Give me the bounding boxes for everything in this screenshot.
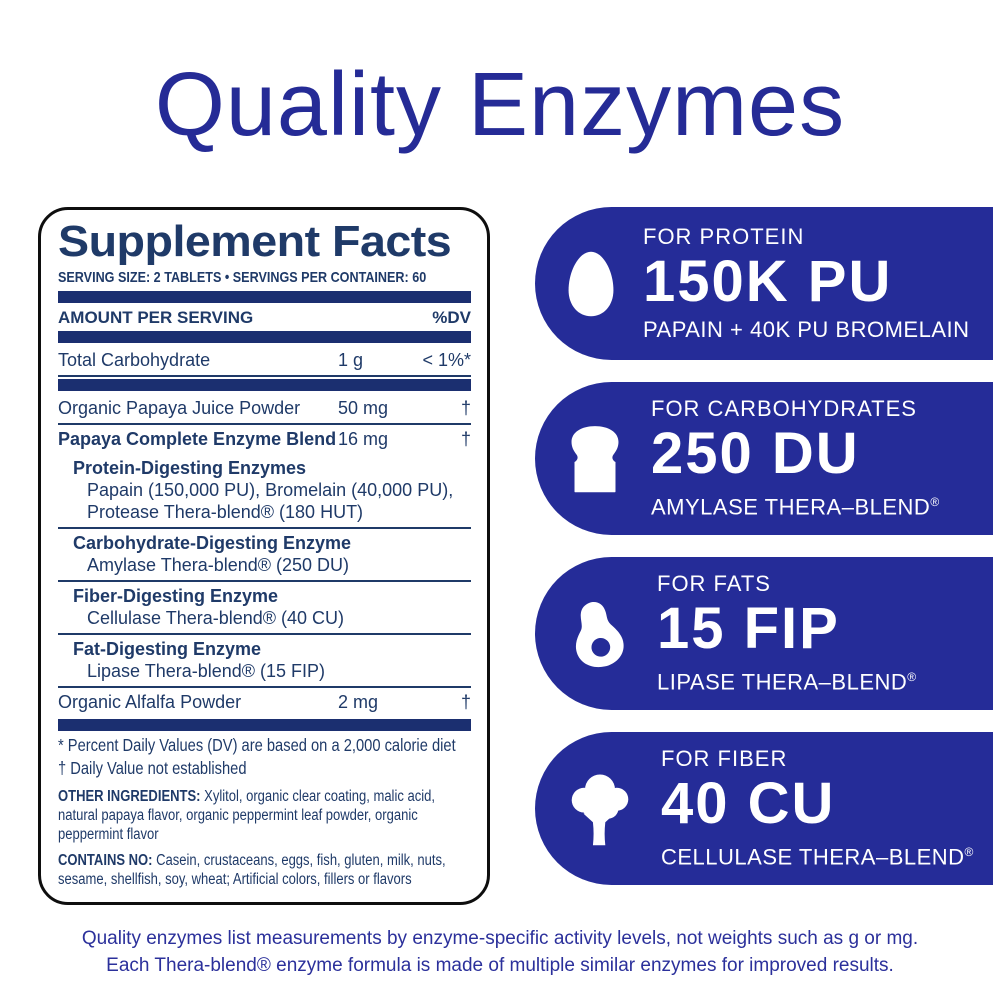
footnote-dv: * Percent Daily Values (DV) are based on… xyxy=(58,735,456,755)
supplement-facts-title: Supplement Facts xyxy=(58,217,452,266)
registered-mark: ® xyxy=(907,670,917,685)
divider-rule xyxy=(58,580,471,582)
table-header-row: AMOUNT PER SERVING %DV xyxy=(58,306,471,329)
badge-subtext-label: LIPASE THERA–BLEND xyxy=(657,669,908,695)
group-heading: Protein-Digesting Enzymes xyxy=(73,458,307,478)
group-line: Protease Thera-blend® (180 HUT) xyxy=(87,502,364,522)
table-row: Papaya Complete Enzyme Blend 16 mg † xyxy=(58,425,471,454)
page-title: Quality Enzymes xyxy=(154,55,846,155)
group-line: Cellulase Thera-blend® (40 CU) xyxy=(87,608,345,628)
nutrient-name: Papaya Complete Enzyme Blend xyxy=(58,429,337,449)
contains-no-label: CONTAINS NO: xyxy=(58,852,153,869)
nutrient-name: Organic Alfalfa Powder xyxy=(58,692,242,712)
other-ingredients-label: OTHER INGREDIENTS: xyxy=(58,788,201,805)
footer-line-1: Quality enzymes list measurements by enz… xyxy=(81,928,919,949)
divider-rule xyxy=(58,633,471,635)
table-row: Organic Papaya Juice Powder 50 mg † xyxy=(58,394,471,423)
table-row: Total Carbohydrate 1 g < 1%* xyxy=(58,346,471,375)
badge-subtext: CELLULASE THERA–BLEND® xyxy=(661,839,974,870)
nutrient-name: Organic Papaya Juice Powder xyxy=(58,398,301,418)
nutrient-dv: † xyxy=(460,398,471,418)
serving-size-line: SERVING SIZE: 2 TABLETS • SERVINGS PER C… xyxy=(58,269,427,286)
badge-text-block: FOR CARBOHYDRATES 250 DU AMYLASE THERA–B… xyxy=(651,396,940,520)
divider-rule xyxy=(58,423,471,425)
divider-rule xyxy=(58,686,471,688)
group-line: Amylase Thera-blend® (250 DU) xyxy=(87,555,350,575)
nutrient-dv: † xyxy=(460,429,471,449)
enzyme-group-protein: Protein-Digesting Enzymes Papain (150,00… xyxy=(58,454,471,527)
group-line: Papain (150,000 PU), Bromelain (40,000 P… xyxy=(87,480,454,500)
badge-text-block: FOR PROTEIN 150K PU PAPAIN + 40K PU BROM… xyxy=(643,224,970,343)
badge-subtext: AMYLASE THERA–BLEND® xyxy=(651,489,940,520)
enzyme-group-carbohydrate: Carbohydrate-Digesting Enzyme Amylase Th… xyxy=(58,529,471,580)
broccoli-icon xyxy=(571,774,629,845)
badge-for-protein: FOR PROTEIN 150K PU PAPAIN + 40K PU BROM… xyxy=(535,207,993,360)
badge-label: FOR PROTEIN xyxy=(643,224,805,249)
contains-no-text: Casein, crustaceans, eggs, fish, gluten,… xyxy=(58,852,446,888)
enzyme-group-fat: Fat-Digesting Enzyme Lipase Thera-blend®… xyxy=(58,635,471,686)
divider-rule xyxy=(58,375,471,377)
group-line: Lipase Thera-blend® (15 FIP) xyxy=(87,661,326,681)
badge-subtext: PAPAIN + 40K PU BROMELAIN xyxy=(643,317,970,343)
badge-for-fats: FOR FATS 15 FIP LIPASE THERA–BLEND® xyxy=(535,557,993,710)
contains-no: CONTAINS NO: Casein, crustaceans, eggs, … xyxy=(58,851,474,889)
badge-value: 250 DU xyxy=(651,421,860,487)
badge-value: 15 FIP xyxy=(657,596,840,662)
badge-subtext-label: CELLULASE THERA–BLEND xyxy=(661,844,965,870)
group-heading: Fiber-Digesting Enzyme xyxy=(73,586,279,606)
nutrient-amount: 50 mg xyxy=(338,398,389,418)
badge-for-fiber: FOR FIBER 40 CU CELLULASE THERA–BLEND® xyxy=(535,732,993,885)
nutrient-name: Total Carbohydrate xyxy=(58,350,211,370)
badge-label: FOR CARBOHYDRATES xyxy=(651,396,917,422)
badge-value: 40 CU xyxy=(661,771,836,837)
nutrient-dv: † xyxy=(460,692,471,712)
divider-bar xyxy=(58,291,471,303)
badge-subtext-label: PAPAIN + 40K PU BROMELAIN xyxy=(643,317,970,342)
enzyme-group-fiber: Fiber-Digesting Enzyme Cellulase Thera-b… xyxy=(58,582,471,633)
footer-note: Quality enzymes list measurements by enz… xyxy=(0,925,1000,979)
badge-for-carbohydrates: FOR CARBOHYDRATES 250 DU AMYLASE THERA–B… xyxy=(535,382,993,535)
nutrient-amount: 16 mg xyxy=(338,429,389,449)
other-ingredients: OTHER INGREDIENTS: Xylitol, organic clea… xyxy=(58,787,474,844)
egg-icon xyxy=(568,251,614,316)
table-row: Organic Alfalfa Powder 2 mg † xyxy=(58,688,471,717)
divider-bar xyxy=(58,719,471,731)
divider-bar xyxy=(58,331,471,343)
badge-text-block: FOR FATS 15 FIP LIPASE THERA–BLEND® xyxy=(657,571,917,695)
bread-icon xyxy=(571,425,619,492)
divider-bar xyxy=(58,379,471,391)
badge-value: 150K PU xyxy=(643,249,893,314)
badge-subtext-label: AMYLASE THERA–BLEND xyxy=(651,494,931,520)
footer-line-2: Each Thera-blend® enzyme formula is made… xyxy=(106,955,894,976)
badge-subtext: LIPASE THERA–BLEND® xyxy=(657,664,917,695)
other-ingredients-text: Xylitol, organic clear coating, malic ac… xyxy=(58,788,435,843)
supplement-facts-panel: Supplement Facts SERVING SIZE: 2 TABLETS… xyxy=(38,207,490,905)
amount-per-serving-header: AMOUNT PER SERVING xyxy=(58,308,254,327)
nutrient-dv: < 1%* xyxy=(422,350,471,370)
footnote-dagger: † Daily Value not established xyxy=(58,758,247,778)
divider-rule xyxy=(58,527,471,529)
group-heading: Carbohydrate-Digesting Enzyme xyxy=(73,533,352,553)
nutrient-amount: 1 g xyxy=(338,350,364,370)
badge-label: FOR FIBER xyxy=(661,746,788,772)
registered-mark: ® xyxy=(930,495,940,510)
avocado-icon xyxy=(575,601,624,667)
badge-label: FOR FATS xyxy=(657,571,771,597)
dv-header: %DV xyxy=(432,308,471,327)
registered-mark: ® xyxy=(964,845,974,860)
group-heading: Fat-Digesting Enzyme xyxy=(73,639,262,659)
badge-text-block: FOR FIBER 40 CU CELLULASE THERA–BLEND® xyxy=(661,746,974,870)
nutrient-amount: 2 mg xyxy=(338,692,379,712)
